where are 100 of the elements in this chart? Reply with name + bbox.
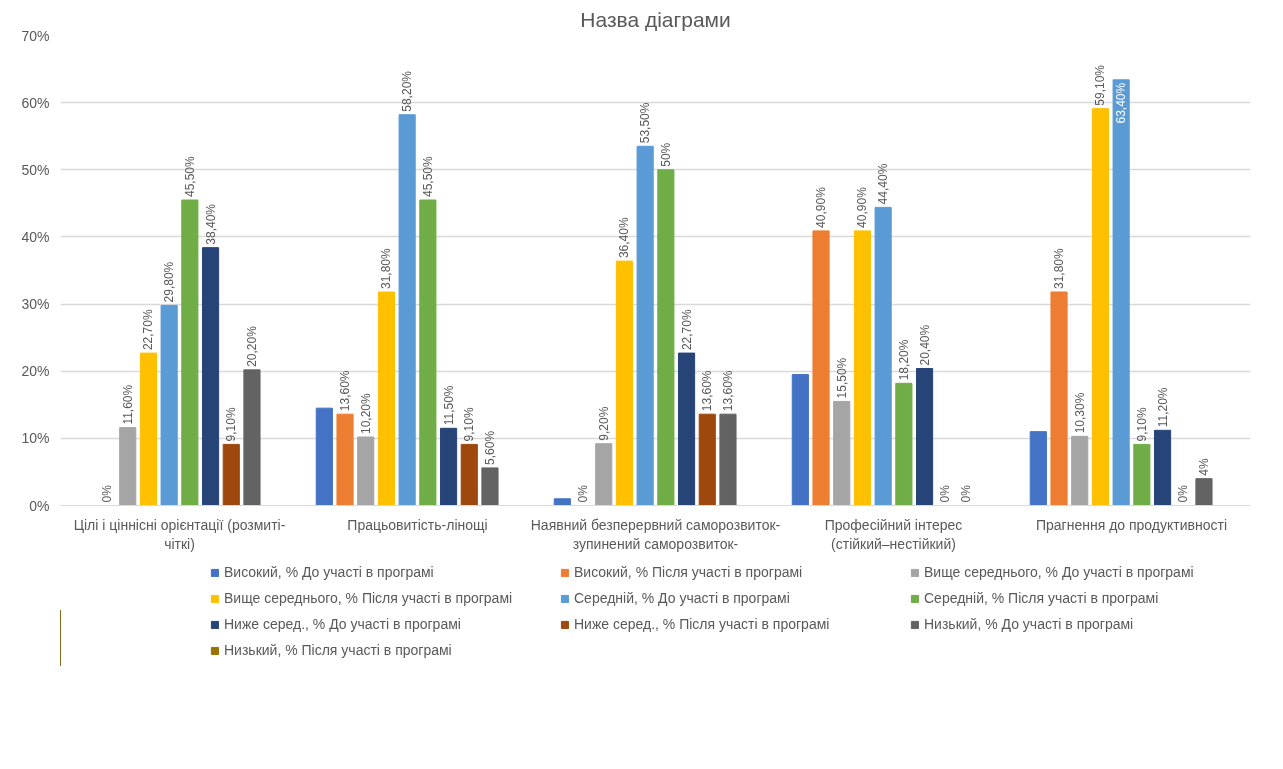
- bar: [636, 145, 654, 506]
- bar: [719, 413, 737, 506]
- data-label: 13,60%: [700, 370, 715, 412]
- x-tick-label: Наявний безперервний саморозвиток-зупинений саморозвиток-: [530, 516, 781, 552]
- y-tick-label: 30%: [21, 296, 50, 313]
- bar: [1153, 429, 1172, 506]
- bar: [1133, 443, 1151, 506]
- y-tick-label: 50%: [21, 161, 50, 178]
- data-label: 36,40%: [617, 217, 632, 259]
- data-label: 58,20%: [400, 70, 415, 112]
- legend-label: Середній, % До участі в програмі: [574, 590, 791, 606]
- data-label: 50%: [658, 142, 673, 167]
- bar: [460, 443, 478, 506]
- legend-label: Ниже серед., % До участі в програмі: [224, 616, 462, 632]
- bar: [853, 230, 872, 506]
- bar: [439, 427, 458, 506]
- data-label: 31,80%: [379, 247, 394, 289]
- bar: [315, 407, 333, 506]
- bar: [181, 199, 199, 506]
- data-label: 9,10%: [462, 407, 477, 442]
- y-tick-label: 70%: [21, 27, 50, 44]
- bar: [160, 304, 178, 506]
- data-label: 10,20%: [358, 392, 373, 435]
- data-label: 0%: [100, 484, 115, 503]
- bar: [481, 467, 499, 506]
- bar: [1071, 435, 1089, 506]
- data-label: 10,30%: [1072, 392, 1087, 434]
- data-label: 9,20%: [596, 406, 611, 441]
- bar: [1050, 291, 1068, 506]
- bar: [595, 443, 613, 506]
- legend-label: Низький, % Після участі в програмі: [224, 642, 453, 658]
- bar: [1112, 79, 1130, 506]
- bar: [698, 413, 716, 506]
- data-label: 53,50%: [638, 102, 653, 144]
- data-label: 59,10%: [1093, 64, 1108, 106]
- data-label: 22,70%: [141, 309, 156, 351]
- legend-label: Високий, % Після участі в програмі: [574, 564, 804, 580]
- x-tick-label: Прагнення до продуктивності: [1035, 516, 1228, 533]
- bar: [377, 291, 396, 506]
- bar: [1195, 478, 1213, 506]
- bar: [119, 427, 137, 506]
- y-tick-label: 20%: [21, 363, 50, 380]
- data-label: 9,10%: [224, 407, 239, 442]
- y-tick-label: 0%: [29, 497, 50, 514]
- data-label: 11,20%: [1155, 387, 1170, 428]
- legend-label: Низький, % До участі в програмі: [924, 616, 1135, 632]
- data-label: 11,50%: [441, 385, 456, 426]
- y-tick-label: 40%: [21, 228, 50, 245]
- legend-label: Високий, % До участі в програмі: [224, 564, 435, 580]
- bar: [791, 374, 809, 506]
- data-label: 0%: [958, 484, 973, 503]
- bar: [657, 169, 675, 506]
- x-tick-label: Працьовитість-лінощі: [347, 516, 488, 533]
- data-label: 11,60%: [120, 384, 135, 425]
- bar: [677, 352, 696, 506]
- data-label: 18,20%: [896, 339, 911, 381]
- data-label: 44,40%: [876, 163, 891, 205]
- bar: [895, 382, 913, 506]
- bar: [812, 230, 830, 506]
- data-label: 31,80%: [1052, 247, 1067, 289]
- bar: [336, 413, 354, 506]
- data-label: 40,90%: [855, 186, 870, 228]
- bar: [1091, 108, 1110, 506]
- data-label: 22,70%: [679, 309, 694, 351]
- data-label: 0%: [1176, 484, 1191, 503]
- data-label: 4%: [1196, 457, 1211, 476]
- legend-label: Вище середнього, % Після участі в програмі: [224, 590, 514, 606]
- legend-label: Вище середнього, % До участі в програмі: [924, 564, 1195, 580]
- data-label: 0%: [938, 484, 953, 503]
- data-label: 29,80%: [162, 261, 177, 303]
- bar: [553, 498, 571, 506]
- bar: [398, 114, 416, 506]
- bar: [201, 247, 220, 506]
- bar: [419, 199, 437, 506]
- x-tick-label: Професійний інтерес (стійкий–нестійкий): [824, 516, 963, 552]
- data-label: 13,60%: [720, 370, 735, 412]
- bar: [243, 369, 261, 506]
- data-label: 40,90%: [814, 186, 829, 228]
- data-label: 63,40%: [1114, 82, 1129, 124]
- bar: [915, 368, 934, 506]
- data-label: 9,10%: [1134, 407, 1149, 442]
- data-label: 0%: [576, 484, 591, 503]
- bar: [874, 206, 892, 506]
- data-label: 38,40%: [203, 203, 218, 245]
- bar: [1029, 431, 1047, 506]
- data-label: 5,60%: [482, 430, 497, 465]
- x-tick-label: Цілі і ціннісні орієнтації (розмиті-чіткі): [73, 516, 286, 552]
- data-label: 15,50%: [834, 357, 849, 399]
- y-tick-label: 60%: [21, 94, 50, 111]
- bar: [615, 260, 634, 506]
- bar: [139, 352, 158, 506]
- y-tick-label: 10%: [21, 430, 50, 447]
- data-label: 20,40%: [917, 324, 932, 366]
- data-label: 45,50%: [420, 155, 435, 197]
- legend-label: Ниже серед., % Після участі в програмі: [574, 616, 831, 632]
- bar: [833, 400, 851, 506]
- data-label: 45,50%: [182, 155, 197, 197]
- data-label: 13,60%: [338, 370, 353, 412]
- legend-label: Середній, % Після участі в програмі: [924, 590, 1160, 606]
- chart-title: Назва діаграми: [580, 7, 731, 31]
